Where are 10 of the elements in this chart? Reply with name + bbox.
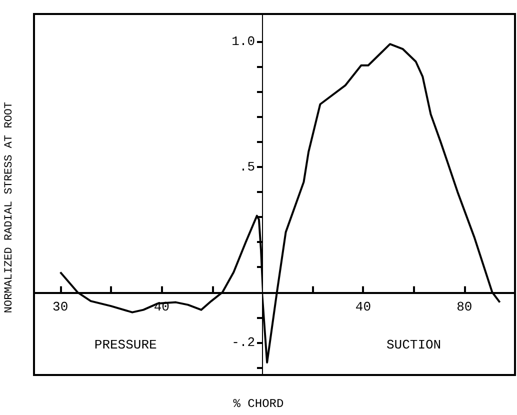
- x-tick-label: 40: [355, 299, 372, 314]
- y-tick-label: 1.0: [232, 34, 255, 50]
- annotation: PRESSURE: [94, 338, 157, 352]
- x-tick-label: 80: [456, 299, 472, 314]
- x-axis-title: % CHORD: [232, 397, 285, 411]
- x-tick-label: 30: [52, 299, 68, 314]
- y-axis-title: NORMALIZED RADIAL STRESS AT ROOT: [4, 101, 16, 314]
- y-tick-label: -.2: [232, 334, 255, 350]
- annotation: SUCTION: [386, 338, 442, 352]
- y-tick-label: .5: [239, 159, 255, 174]
